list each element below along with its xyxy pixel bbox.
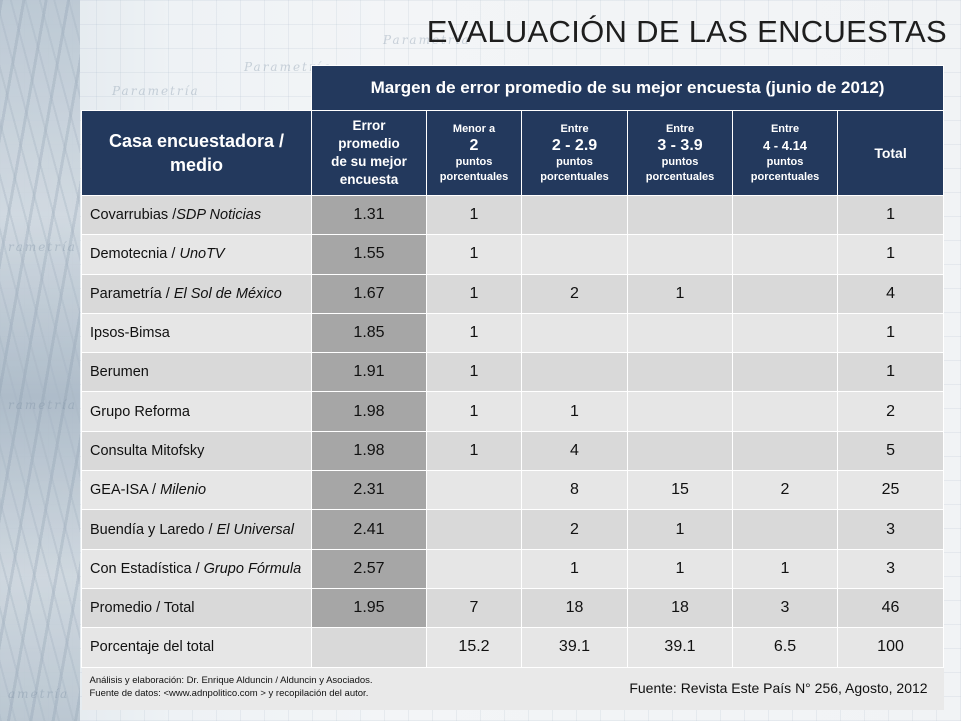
table-row: Con Estadística / Grupo Fórmula 2.57 1 1 1 3 <box>81 548 945 589</box>
background-word: Parametría <box>383 33 471 47</box>
table-row: Ipsos-Bimsa 1.85 1 1 <box>81 312 945 354</box>
background-texture <box>0 0 80 721</box>
header-error: Error promedio de su mejor encuesta <box>311 110 427 196</box>
footer-row: Análisis y elaboración: Dr. Enrique Aldu… <box>81 667 944 710</box>
analysis-credit: Análisis y elaboración: Dr. Enrique Aldu… <box>89 674 373 686</box>
column-header-row: Casa encuestadora / medio Error promedio d… <box>81 110 945 196</box>
header-spacer <box>82 66 312 111</box>
table-row-percentage: Porcentaje del total 15.2 39.1 39.1 6.5 100 <box>81 627 945 668</box>
table-row-average: Promedio / Total 1.95 7 18 18 3 46 <box>81 587 945 629</box>
table-row: Consulta Mitofsky 1.98 1 4 5 <box>81 430 945 472</box>
header-menor-2: Menor a 2 puntos porcentuales <box>426 110 522 196</box>
header-entre-3-39: Entre 3 - 3.9 puntos porcentuales <box>627 110 733 196</box>
table-row: Berumen 1.91 1 1 <box>81 352 945 393</box>
table-row: Covarrubias /SDP Noticias 1.31 1 1 <box>81 194 945 236</box>
survey-evaluation-table: Margen de error promedio de su mejor enc… <box>81 65 945 710</box>
background-word: rametría <box>8 398 77 412</box>
table-row: Parametría / El Sol de México 1.67 1 2 1 4 <box>81 273 945 314</box>
table-row: Buendía y Laredo / El Universal 2.41 2 1 3 <box>81 509 945 550</box>
background-word: ametría <box>8 687 70 701</box>
table-row: GEA-ISA / Milenio 2.31 8 15 2 25 <box>81 470 945 511</box>
background-word: Parametría <box>112 84 200 98</box>
header-entre-4-414: Entre 4 - 4.14 puntos porcentuales <box>732 110 838 196</box>
background-word: Parametría <box>244 60 332 74</box>
table-row: Demotecnia / UnoTV 1.55 1 1 <box>81 234 945 275</box>
background-word: rametría <box>8 240 77 254</box>
footer-credits: Análisis y elaboración: Dr. Enrique Aldu… <box>90 674 373 700</box>
header-total: Total <box>836 110 945 196</box>
table-row: Grupo Reforma 1.98 1 1 2 <box>81 391 945 432</box>
header-casa: Casa encuestadora / medio <box>81 110 312 196</box>
table-caption: Margen de error promedio de su mejor enc… <box>310 65 945 111</box>
page-title: EVALUACIÓN DE LAS ENCUESTAS <box>426 14 947 49</box>
header-entre-2-29: Entre 2 - 2.9 puntos porcentuales <box>521 110 628 196</box>
data-source-credit: Fuente de datos: <www.adnpolitico.com > … <box>89 687 369 699</box>
source-citation: Fuente: Revista Este País N° 256, Agosto… <box>629 679 928 696</box>
